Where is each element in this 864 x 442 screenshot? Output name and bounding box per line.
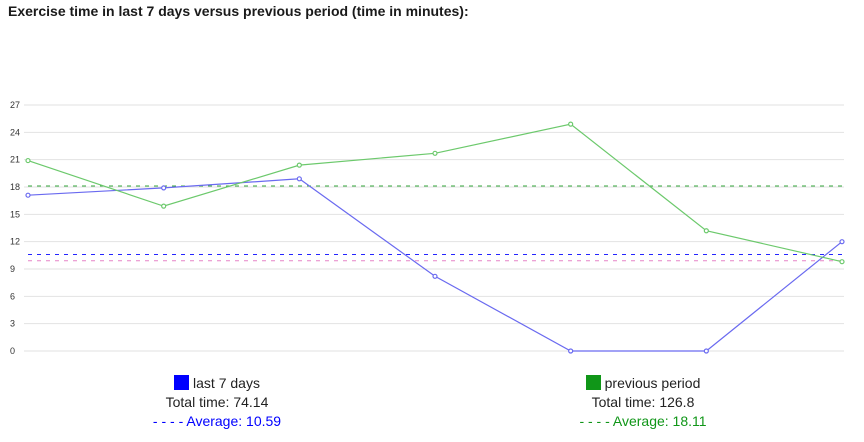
y-tick-label: 3	[10, 319, 15, 329]
data-point-last-7-days[interactable]	[568, 348, 574, 354]
y-tick-label: 12	[10, 237, 20, 247]
data-point-last-7-days[interactable]	[296, 176, 302, 182]
y-tick-label: 6	[10, 291, 15, 301]
data-point-last-7-days[interactable]	[25, 192, 31, 198]
y-axis-ticks: 0 3 6 9 12 15 18 21 24 27	[10, 100, 20, 356]
data-point-previous-period[interactable]	[839, 259, 845, 265]
average-previous-period: - - - - Average: 18.11	[579, 413, 707, 429]
data-point-previous-period[interactable]	[568, 121, 574, 127]
chart-title: Exercise time in last 7 days versus prev…	[8, 3, 469, 19]
grid-lines	[24, 104, 844, 352]
series-lines	[25, 121, 845, 354]
data-point-previous-period[interactable]	[25, 157, 31, 164]
legend-label-last-7-days: last 7 days	[193, 375, 260, 391]
data-point-last-7-days[interactable]	[161, 185, 167, 191]
y-tick-label: 24	[10, 127, 20, 137]
series-line-previous-period	[27, 123, 843, 263]
y-tick-label: 0	[10, 346, 15, 356]
total-time-last-7-days: Total time: 74.14	[165, 394, 269, 410]
average-lines	[28, 185, 842, 262]
y-tick-label: 27	[10, 100, 20, 110]
data-point-last-7-days[interactable]	[703, 348, 709, 354]
data-point-previous-period[interactable]	[703, 228, 709, 234]
data-point-previous-period[interactable]	[432, 150, 438, 156]
average-last-7-days: - - - - Average: 10.59	[152, 413, 282, 429]
data-point-previous-period[interactable]	[161, 203, 167, 209]
legend-swatch-blue	[174, 375, 190, 390]
legend-label-previous-period: previous period	[604, 375, 701, 391]
legend-entry-previous-period: previous period	[513, 374, 773, 393]
line-chart: 0 3 6 9 12 15 18 21 24 27	[10, 100, 845, 356]
total-time-previous-period: Total time: 126.8	[591, 394, 695, 410]
y-tick-label: 21	[10, 155, 20, 165]
legend-previous-period: previous period Total time: 126.8 - - - …	[513, 374, 773, 431]
legend-entry-last-7-days: last 7 days	[87, 374, 347, 393]
series-line-last-7-days	[27, 178, 843, 352]
y-tick-label: 18	[10, 182, 20, 192]
y-tick-label: 9	[10, 264, 15, 274]
legend-swatch-green	[585, 375, 601, 390]
data-point-previous-period[interactable]	[296, 162, 302, 168]
data-point-last-7-days[interactable]	[839, 239, 845, 245]
legend-last-7-days: last 7 days Total time: 74.14 - - - - Av…	[87, 374, 347, 431]
y-tick-label: 15	[10, 209, 20, 219]
data-point-last-7-days[interactable]	[432, 273, 438, 279]
